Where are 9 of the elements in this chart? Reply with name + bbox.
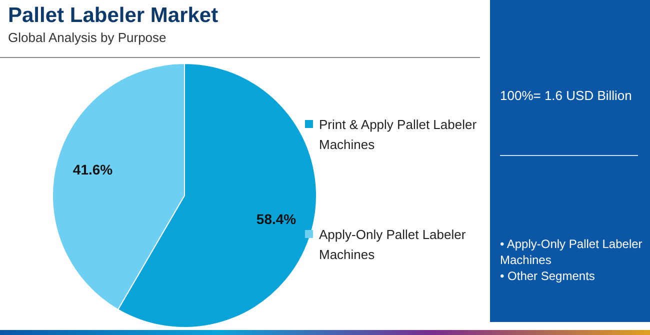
- data-label: 41.6%: [72, 162, 114, 178]
- text: 100%= 1.6 USD Billion: [500, 88, 633, 103]
- legend-label: Print & Apply Pallet Labeler Machines: [319, 116, 478, 154]
- legend-label: Apply-Only Pallet Labeler Machines: [319, 226, 467, 264]
- chart-title: Pallet Labeler Market: [8, 4, 218, 28]
- data-label: 58.4%: [256, 211, 297, 228]
- chart-subtitle: Global Analysis by Purpose: [8, 30, 166, 45]
- text: • Other Segments: [500, 268, 596, 284]
- text: • Apply-Only Pallet Labeler Machines: [500, 236, 644, 268]
